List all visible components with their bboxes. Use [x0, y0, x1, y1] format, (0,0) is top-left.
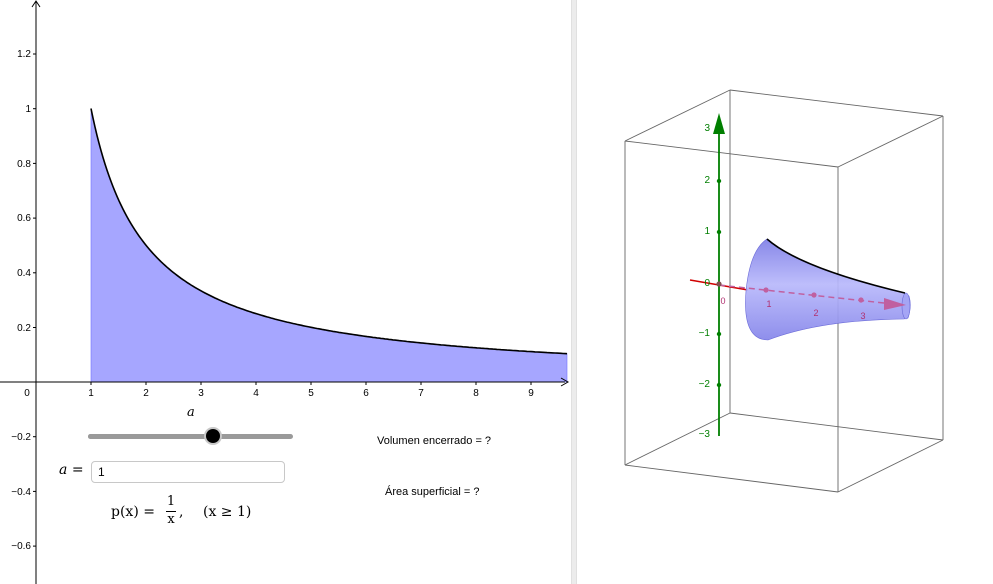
z-tick-label: 1	[704, 226, 710, 237]
y-tick-label: −0.2	[11, 432, 31, 443]
slider-a[interactable]	[88, 429, 293, 443]
surface-area-text: Área superficial = ?	[385, 486, 480, 498]
x-tick-labels: 0 1 2 3 4 5 6 7 8 9	[24, 388, 534, 399]
y-tick-label: −0.4	[11, 487, 31, 498]
x-tick-marks	[90, 382, 532, 385]
y-tick-label: 0.4	[17, 268, 31, 279]
y-tick-marks	[33, 53, 36, 547]
x-tick-label: 2	[143, 388, 149, 399]
y-tick-label: 0.8	[17, 159, 31, 170]
z-tick-label: 2	[704, 175, 710, 186]
function-curve	[90, 108, 568, 355]
fraction: 1 x	[166, 494, 176, 527]
x-axis-arrow	[560, 377, 570, 387]
z-tick-label: −1	[699, 328, 711, 339]
z-tick-label: −3	[699, 429, 711, 440]
fraction-bar	[166, 511, 176, 512]
origin-point	[716, 281, 722, 287]
z-axis-3d	[713, 113, 725, 436]
a-input-field[interactable]	[91, 461, 285, 483]
x-tick-label: 1	[88, 388, 94, 399]
y-tick-label: 1.2	[17, 49, 31, 60]
slider-name-label: a	[187, 405, 195, 420]
bounding-box	[624, 89, 944, 493]
formula-comma: ,	[179, 504, 184, 520]
x-tick-labels-3d: 1 2 3 0	[720, 296, 865, 321]
view-divider[interactable]	[571, 0, 577, 584]
x3d-tick-label: 1	[766, 299, 771, 309]
x-tick-label: 7	[418, 388, 424, 399]
z-tick-labels-3d: 3 2 1 0 −1 −2 −3	[699, 123, 711, 440]
z-tick-label: 0	[704, 278, 710, 289]
fraction-numerator: 1	[166, 494, 176, 509]
x3d-tick-label: 2	[813, 308, 818, 318]
horn-profile-curve	[766, 238, 906, 294]
y-tick-label: 0.6	[17, 213, 31, 224]
input-label: a =	[59, 462, 84, 478]
x-tick-label: 3	[198, 388, 204, 399]
graphics-view-2d[interactable]: 1.2 1 0.8 0.6 0.4 0.2 −0.2 −0.4 −0.6 0 1…	[0, 0, 571, 584]
x3d-tick-label: 3	[860, 311, 865, 321]
input-label-var: a	[59, 462, 68, 478]
y-axis-arrow	[31, 0, 41, 8]
horn-surface	[745, 238, 911, 341]
x-tick-label: 4	[253, 388, 259, 399]
x-tick-label: 6	[363, 388, 369, 399]
fraction-denominator: x	[167, 512, 175, 527]
volume-text: Volumen encerrado = ?	[377, 435, 492, 447]
x-tick-label: 0	[24, 388, 30, 399]
origin-label: 0	[720, 296, 725, 306]
y-tick-label: −0.6	[11, 541, 31, 552]
y-tick-label: 0.2	[17, 323, 31, 334]
slider-fill	[88, 434, 214, 439]
x-tick-label: 8	[473, 388, 479, 399]
x-axis-3d	[718, 284, 906, 310]
x-tick-label: 9	[528, 388, 534, 399]
y-tick-labels: 1.2 1 0.8 0.6 0.4 0.2 −0.2 −0.4 −0.6	[11, 49, 31, 552]
slider-knob[interactable]	[206, 429, 221, 443]
x-tick-label: 5	[308, 388, 314, 399]
domain-condition: (x ≥ 1)	[203, 504, 252, 520]
z-tick-label: −2	[699, 379, 711, 390]
horn-small-end	[901, 292, 911, 320]
graphics-view-3d[interactable]: 3 2 1 0 −1 −2 −3 1 2 3 0	[577, 0, 993, 584]
area-under-curve	[90, 108, 568, 383]
z-tick-label: 3	[704, 123, 710, 134]
y-tick-label: 1	[25, 104, 31, 115]
input-label-equals: =	[71, 462, 84, 478]
function-name: p(x) =	[111, 504, 155, 520]
